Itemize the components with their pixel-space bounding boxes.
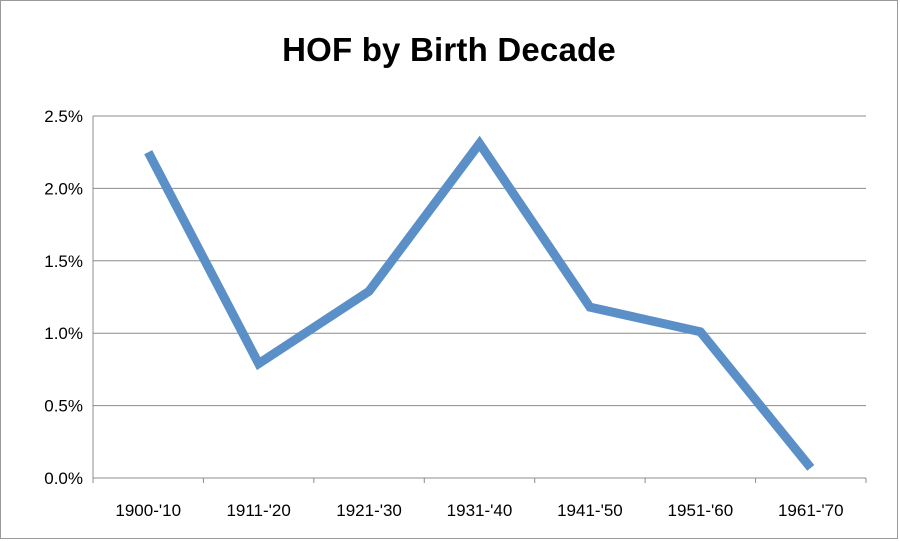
y-tick-label: 0.5% xyxy=(44,397,83,416)
y-axis-ticks: 0.0% 0.5% 1.0% 1.5% 2.0% 2.5% xyxy=(44,107,83,488)
x-tick-label: 1961-'70 xyxy=(778,501,844,520)
gridlines xyxy=(93,115,866,407)
chart-title: HOF by Birth Decade xyxy=(282,31,616,68)
y-tick-label: 1.5% xyxy=(44,252,83,271)
axes xyxy=(92,116,867,483)
y-tick-label: 1.0% xyxy=(44,324,83,343)
series-layer xyxy=(144,135,815,471)
series-line xyxy=(144,135,815,471)
y-tick-label: 2.0% xyxy=(44,179,83,198)
x-tick-label: 1941-'50 xyxy=(557,501,623,520)
x-tick-label: 1951-'60 xyxy=(668,501,734,520)
x-axis-ticks: 1900-'10 1911-'20 1921-'30 1931-'40 1941-'50… xyxy=(115,501,843,520)
x-tick-label: 1900-'10 xyxy=(115,501,181,520)
x-tick-label: 1911-'20 xyxy=(226,501,290,520)
x-tick-label: 1931-'40 xyxy=(447,501,513,520)
y-tick-label: 2.5% xyxy=(44,107,83,126)
y-tick-label: 0.0% xyxy=(44,469,83,488)
x-tick-label: 1921-'30 xyxy=(336,501,402,520)
